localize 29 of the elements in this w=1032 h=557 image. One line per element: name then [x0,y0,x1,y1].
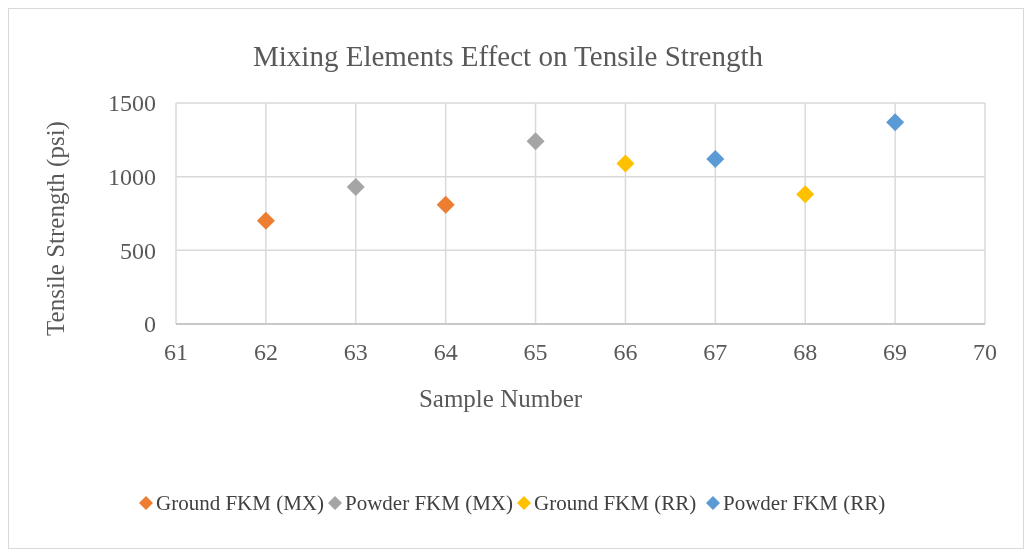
x-tick-label: 68 [793,339,818,365]
x-axis-title: Sample Number [418,385,583,412]
y-tick-label: 0 [144,311,156,338]
point [436,195,455,214]
point [526,132,545,151]
x-tick-label: 61 [164,339,188,365]
chart-title: Mixing Elements Effect on Tensile Strength [253,40,764,72]
legend-label: Powder FKM (MX) [345,491,514,516]
y-axis-title: Tensile Strength (psi) [42,121,70,336]
x-tick-label: 70 [973,339,997,365]
x-tick-label: 69 [883,339,908,365]
x-tick-label: 64 [433,339,458,365]
x-tick-label: 65 [523,339,548,365]
y-tick-label: 500 [120,237,156,264]
legend-label: Ground FKM (RR) [534,491,697,516]
legend-label: Ground FKM (MX) [156,491,325,516]
x-tick-label: 63 [343,339,368,365]
point [796,185,815,204]
point [886,113,905,132]
y-tick-label: 1500 [108,90,156,117]
point [616,154,635,173]
point [706,149,725,168]
x-tick-label: 66 [613,339,638,365]
y-tick-label: 1000 [108,164,156,191]
point [346,177,365,196]
legend-label: Powder FKM (RR) [723,491,886,516]
x-tick-label: 62 [253,339,278,365]
point [256,211,275,230]
x-tick-label: 67 [703,339,728,365]
